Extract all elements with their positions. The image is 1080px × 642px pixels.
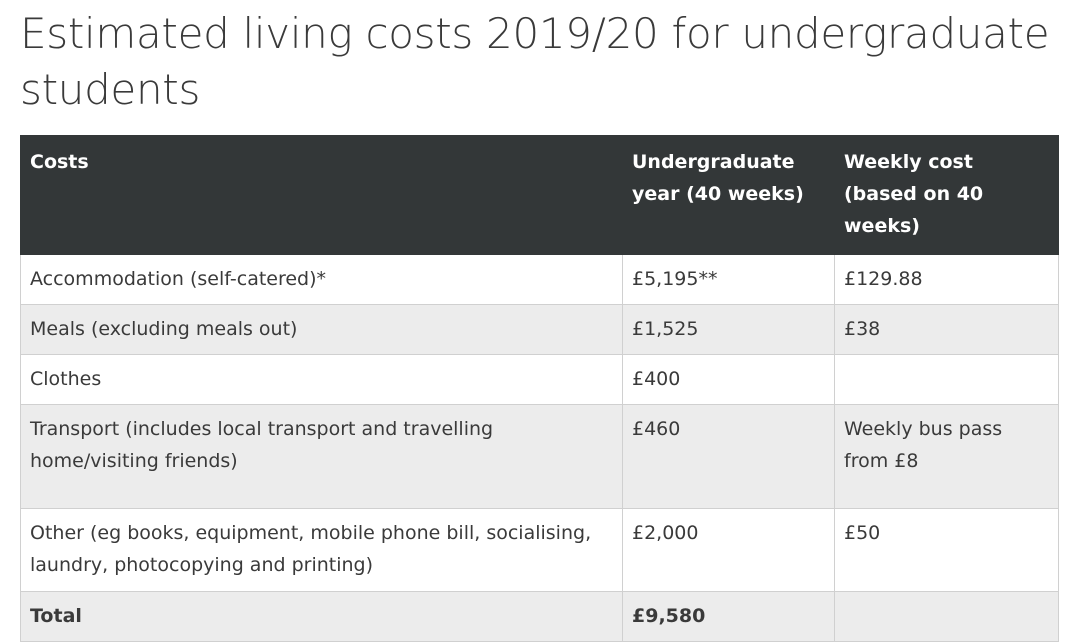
cost-item-cell: Transport (includes local transport and … <box>20 404 623 509</box>
year-cost-cell: £1,525 <box>622 304 835 355</box>
table-row: Accommodation (self-catered)* £5,195** £… <box>20 254 1059 305</box>
cost-item-cell: Accommodation (self-catered)* <box>20 254 623 305</box>
year-cost-cell: £5,195** <box>622 254 835 305</box>
weekly-cost-cell: £129.88 <box>834 254 1059 305</box>
page-title: Estimated living costs 2019/20 for under… <box>20 9 1050 114</box>
table-total-row: Total £9,580 <box>20 591 1059 642</box>
total-year-cost-cell: £9,580 <box>622 591 835 642</box>
table-header-row: Costs Undergraduate year (40 weeks) Week… <box>20 135 1059 255</box>
cost-item-cell: Meals (excluding meals out) <box>20 304 623 355</box>
living-costs-table: Costs Undergraduate year (40 weeks) Week… <box>20 135 1059 642</box>
weekly-cost-cell: £50 <box>834 508 1059 592</box>
column-header-undergraduate-year: Undergraduate year (40 weeks) <box>622 135 835 255</box>
table-row: Meals (excluding meals out) £1,525 £38 <box>20 304 1059 355</box>
cost-item-cell: Clothes <box>20 354 623 405</box>
weekly-cost-cell <box>834 354 1059 405</box>
year-cost-cell: £2,000 <box>622 508 835 592</box>
cost-item-cell: Other (eg books, equipment, mobile phone… <box>20 508 623 592</box>
year-cost-cell: £460 <box>622 404 835 509</box>
weekly-cost-cell: Weekly bus pass from £8 <box>834 404 1059 509</box>
table-row: Clothes £400 <box>20 354 1059 405</box>
table-row: Other (eg books, equipment, mobile phone… <box>20 508 1059 592</box>
weekly-cost-cell: £38 <box>834 304 1059 355</box>
year-cost-cell: £400 <box>622 354 835 405</box>
table-row: Transport (includes local transport and … <box>20 404 1059 509</box>
column-header-costs: Costs <box>20 135 623 255</box>
total-weekly-cost-cell <box>834 591 1059 642</box>
total-label-cell: Total <box>20 591 623 642</box>
column-header-weekly-cost: Weekly cost (based on 40 weeks) <box>834 135 1059 255</box>
